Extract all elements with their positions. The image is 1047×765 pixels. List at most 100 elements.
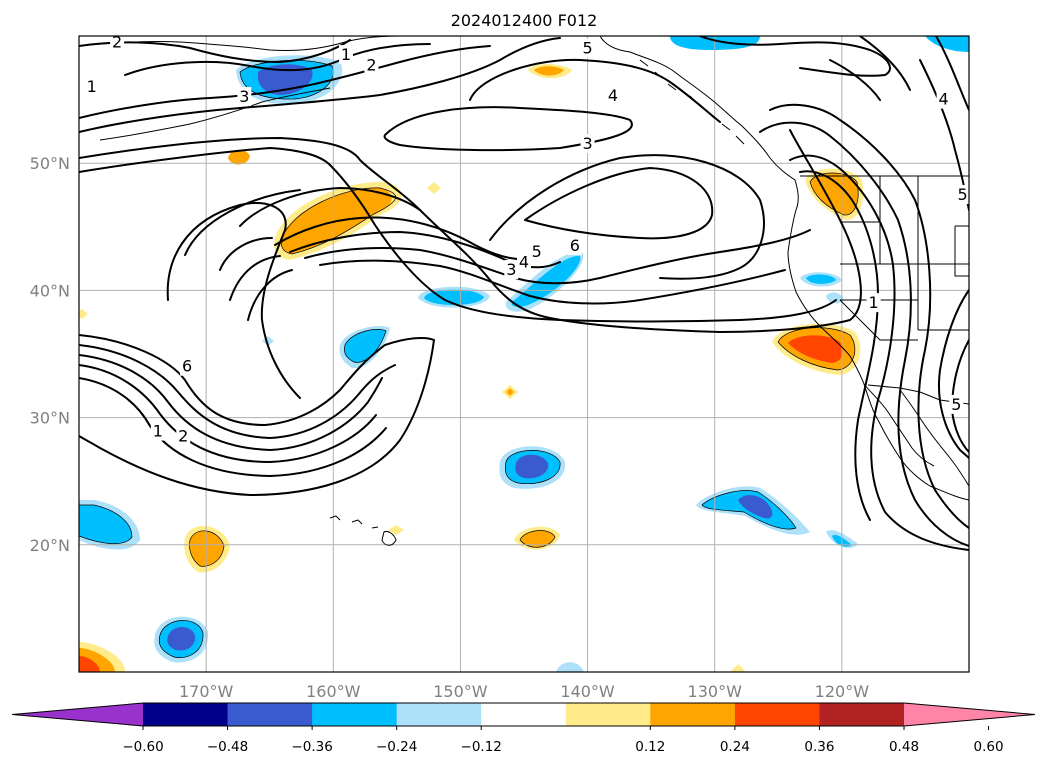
contour-line-14 xyxy=(524,167,714,240)
coastline-aleutians xyxy=(99,87,331,141)
contour-label: 5 xyxy=(951,395,961,414)
contour-label-bg xyxy=(150,421,165,441)
shade-region-blue-148w-core xyxy=(424,289,484,306)
lat-tick-label: 20°N xyxy=(30,536,70,555)
shade-region-coastal-red-core xyxy=(788,335,843,363)
contour-label-bg xyxy=(339,45,353,65)
contour-label: 3 xyxy=(506,260,516,279)
contour-label-bg xyxy=(237,87,252,107)
contour-line-23 xyxy=(769,103,969,529)
shade-region-south-blue xyxy=(556,662,584,672)
contour-line-16 xyxy=(79,189,435,496)
colorbar-tick-label: −0.12 xyxy=(461,739,502,755)
contour-label: 2 xyxy=(112,32,122,51)
shade-dot-3-core xyxy=(506,388,514,396)
contour-line-24 xyxy=(759,121,969,547)
lat-tick-label: 50°N xyxy=(30,154,70,173)
contour-label: 4 xyxy=(938,90,948,109)
lat-tick-labels: 50°N 40°N 30°N 20°N xyxy=(30,154,70,555)
coastline-hawaii xyxy=(329,515,397,546)
contour-lines xyxy=(79,36,969,551)
colorbar-tick-label: −0.60 xyxy=(122,739,163,755)
lat-tick-label: 30°N xyxy=(30,409,70,428)
contour-line-12 xyxy=(383,106,633,152)
contour-line-2 xyxy=(124,43,431,76)
contour-line-28 xyxy=(938,289,969,459)
contour-line-7 xyxy=(239,187,421,227)
coastline-baja xyxy=(863,383,935,467)
contour-line-25 xyxy=(789,154,969,551)
coastline-gulf-california xyxy=(899,389,969,487)
map-frame xyxy=(78,35,970,673)
contour-line-18 xyxy=(79,354,383,451)
lon-tick-label: 130°W xyxy=(688,682,743,701)
shade-region-blue-157w-core xyxy=(344,329,386,363)
colorbar-swatch xyxy=(819,703,905,726)
colorbar-tick-label: 0.60 xyxy=(974,739,1004,755)
contour-label: 6 xyxy=(182,357,192,376)
contour-label-bg xyxy=(84,76,99,96)
colorbar-swatch xyxy=(396,703,482,726)
contour-label-bg xyxy=(364,55,379,75)
contour-line-20 xyxy=(79,377,387,477)
contour-label-bg xyxy=(866,293,881,313)
contour-label: 1 xyxy=(153,422,163,441)
contour-label: 4 xyxy=(608,86,618,105)
contour-label: 2 xyxy=(366,55,376,74)
lon-tick-label: 170°W xyxy=(179,682,234,701)
colorbar-swatch xyxy=(565,703,651,726)
shade-region-orange-143w-core xyxy=(520,530,555,548)
coastline-north-america xyxy=(599,36,969,501)
contour-line-13 xyxy=(469,58,721,123)
contour-line-5 xyxy=(79,129,862,333)
shaded-field xyxy=(79,36,969,672)
contour-line-1 xyxy=(79,39,351,63)
colorbar-tick-label: −0.36 xyxy=(291,739,332,755)
contour-label: 5 xyxy=(582,39,592,58)
shade-region-diagonal-band-core xyxy=(511,255,581,307)
lon-tick-labels: 170°W 160°W 150°W 140°W 130°W 120°W xyxy=(179,682,869,701)
contour-line-17 xyxy=(79,344,396,439)
lon-tick-label: 120°W xyxy=(815,682,870,701)
contour-label-bg xyxy=(180,356,195,376)
colorbar-swatch xyxy=(227,703,313,726)
contour-label-bg xyxy=(580,134,595,154)
contour-label-bg xyxy=(504,260,519,280)
contour-label-bg xyxy=(110,36,125,52)
contour-line-19 xyxy=(79,364,377,463)
contour-label: 1 xyxy=(341,45,351,64)
shade-region-west-blue-core xyxy=(79,505,132,544)
contour-label-bg xyxy=(606,85,620,105)
colorbar: −0.60 −0.48 −0.36 −0.24 −0.12 0.12 0.24 0.36 0.4… xyxy=(11,702,1036,755)
colorbar-extend-high xyxy=(904,703,1035,726)
colorbar-swatch xyxy=(312,703,398,726)
lon-tick-label: 150°W xyxy=(433,682,488,701)
contour-label-bg xyxy=(176,426,191,446)
contour-line-8 xyxy=(274,216,541,261)
colorbar-tick-label: −0.24 xyxy=(376,739,417,755)
shade-dot-2 xyxy=(427,182,441,194)
contour-line-3 xyxy=(79,45,491,119)
lon-tick-label: 140°W xyxy=(560,682,615,701)
colorbar-tick-label: 0.24 xyxy=(720,739,750,755)
contour-line-10 xyxy=(304,229,811,285)
shade-dot-5 xyxy=(79,309,88,319)
contour-label: 5 xyxy=(958,185,968,204)
shade-dot-4 xyxy=(388,525,404,535)
contour-label: 1 xyxy=(869,293,879,312)
contour-line-31 xyxy=(829,36,911,101)
contour-label-bg xyxy=(955,185,969,204)
colorbar-swatch xyxy=(143,703,229,726)
contour-line-21 xyxy=(166,202,301,399)
shade-region-small-orange xyxy=(228,149,250,165)
contour-line-22 xyxy=(219,237,293,321)
contour-label: 5 xyxy=(532,242,542,261)
colorbar-swatch xyxy=(734,703,820,726)
contour-line-15 xyxy=(489,154,765,280)
contour-label: 1 xyxy=(87,77,97,96)
shade-region-ne-blue xyxy=(925,36,969,52)
contour-line-30 xyxy=(699,36,891,77)
